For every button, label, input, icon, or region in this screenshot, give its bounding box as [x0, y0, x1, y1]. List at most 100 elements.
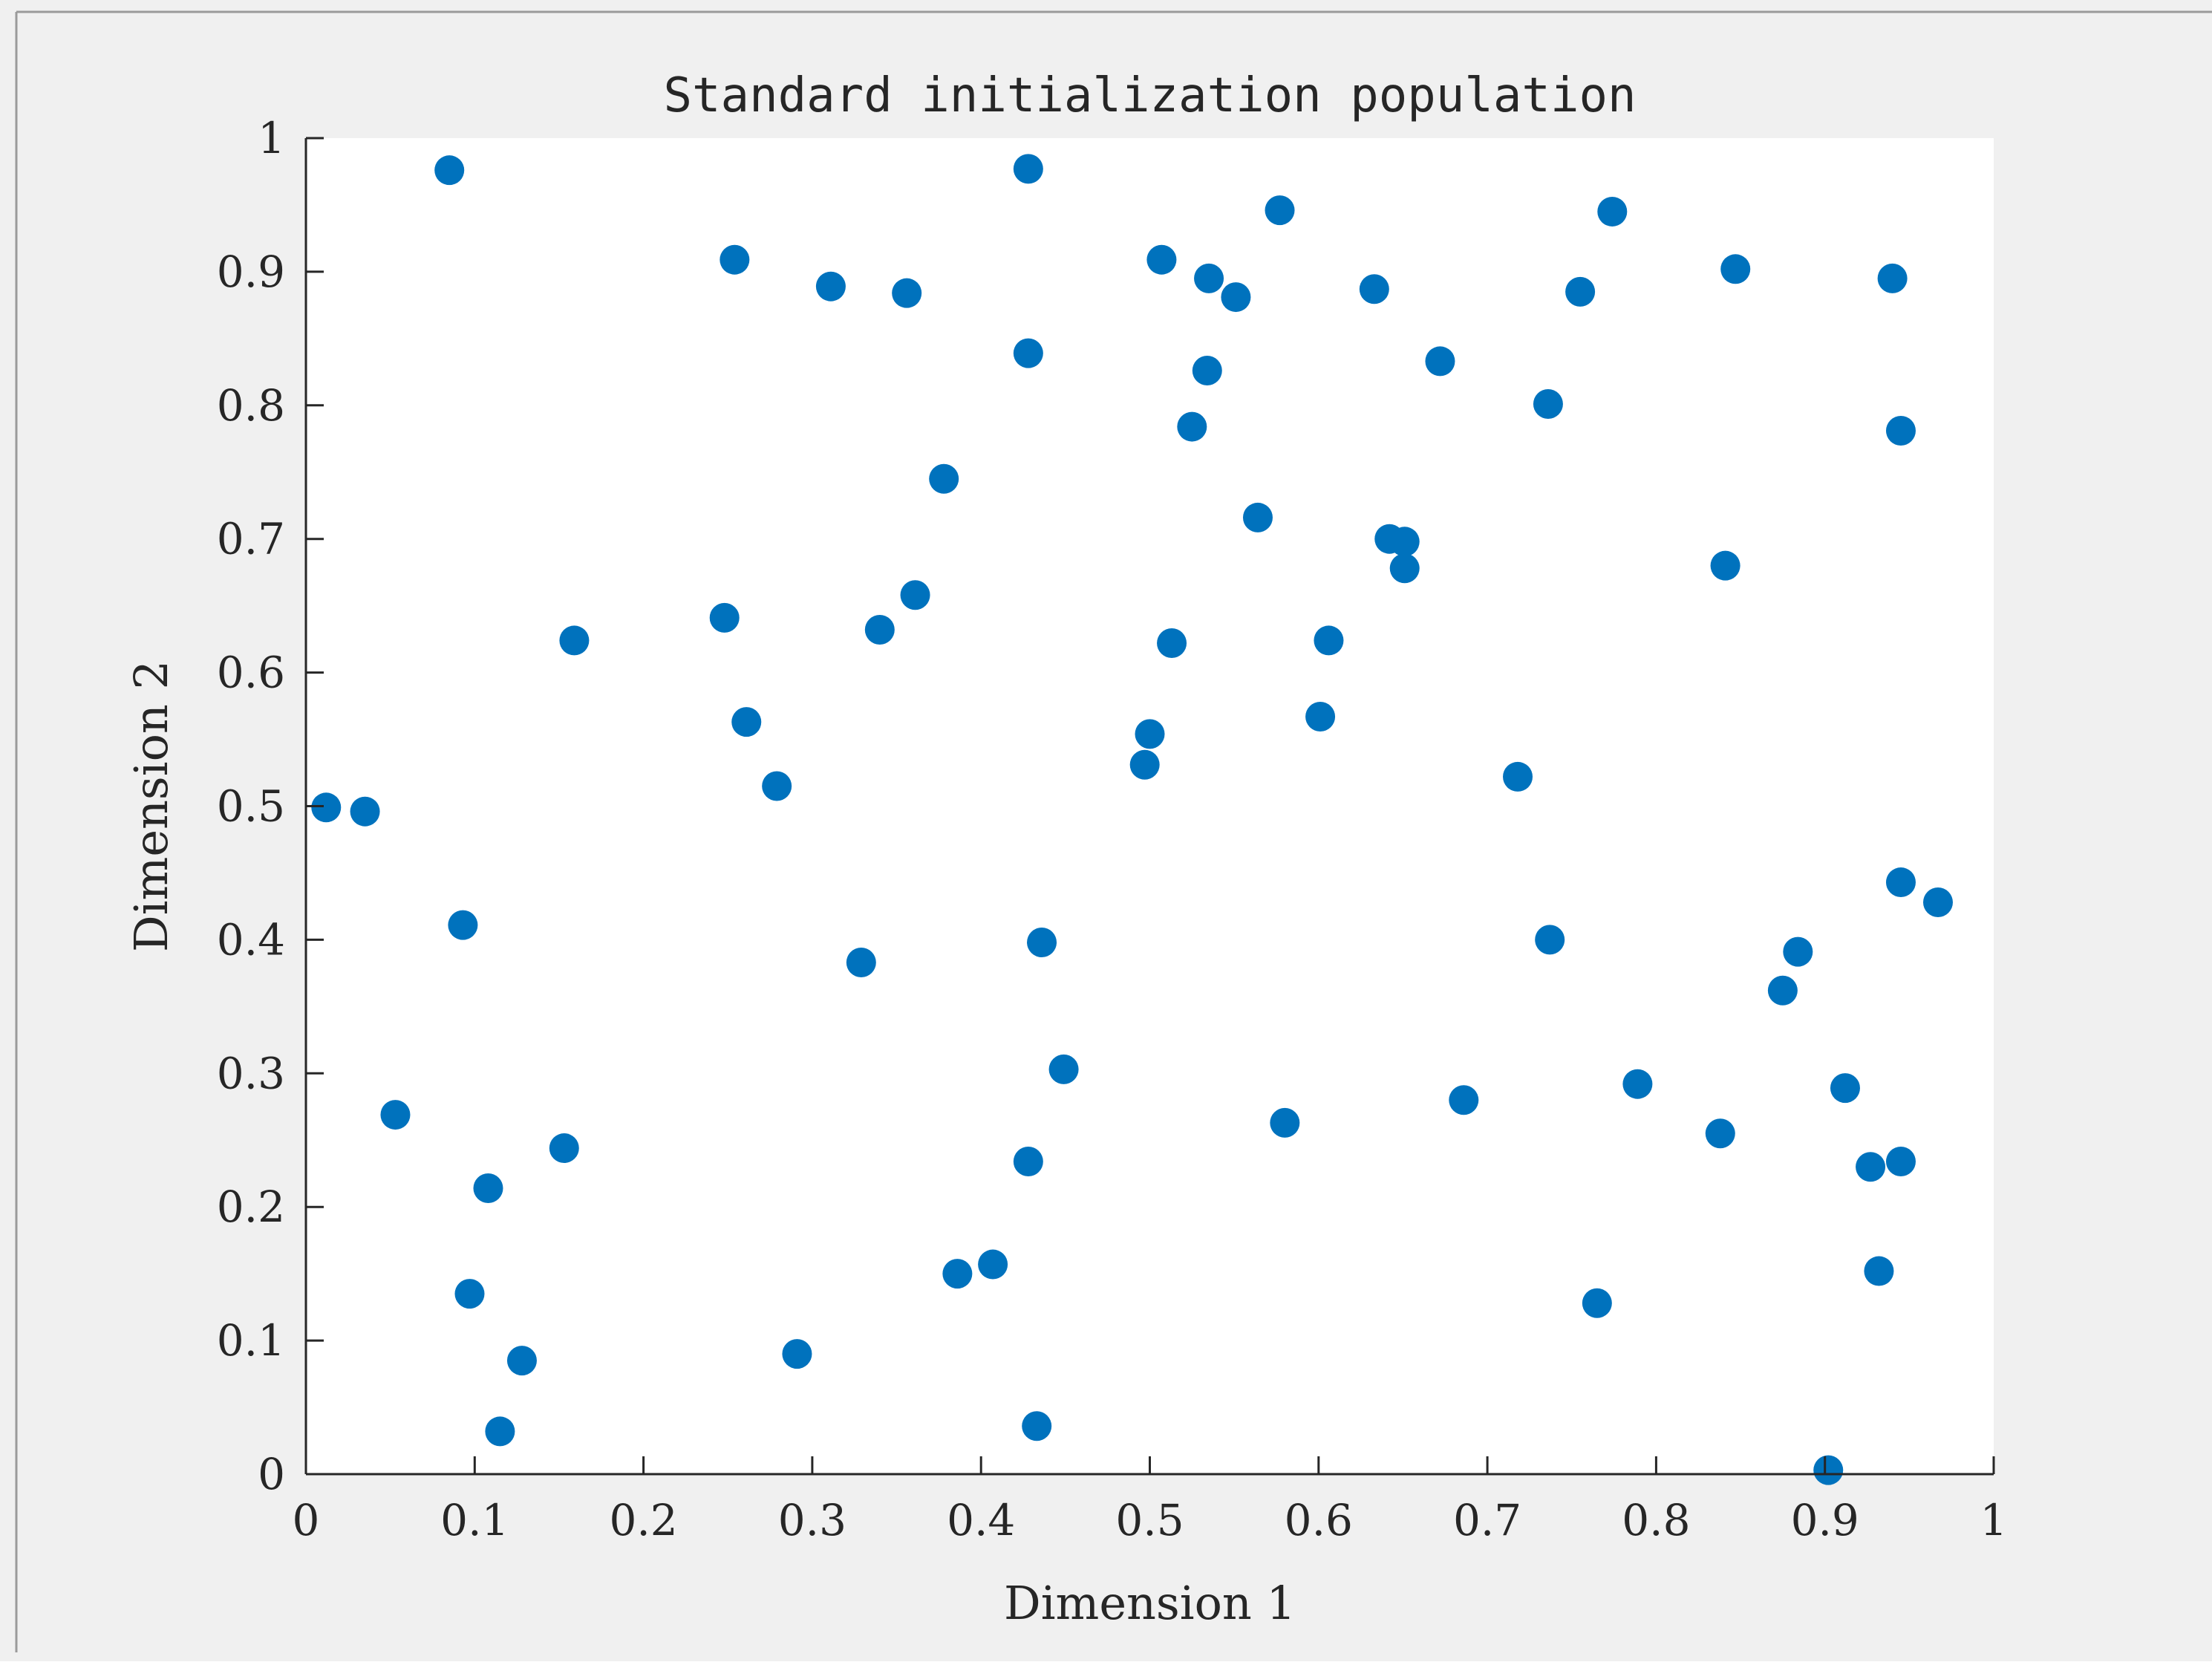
y-tick-label: 0.3	[217, 1048, 285, 1098]
data-point	[1877, 263, 1908, 293]
y-tick-label: 0.9	[217, 247, 285, 297]
data-point	[1813, 1455, 1844, 1485]
y-tick-label: 0.2	[217, 1182, 285, 1232]
x-axis-label: Dimension 1	[1004, 1576, 1296, 1630]
data-point	[1885, 867, 1916, 898]
data-point	[1503, 761, 1533, 792]
data-point	[1885, 415, 1916, 446]
data-point	[448, 910, 478, 940]
plot-area	[306, 138, 1994, 1474]
data-point	[380, 1100, 411, 1130]
data-point	[978, 1249, 1008, 1280]
data-point	[942, 1259, 973, 1289]
data-point	[1885, 1147, 1916, 1177]
x-tick-label: 0.7	[1453, 1495, 1521, 1545]
x-tick-label: 0.6	[1285, 1495, 1353, 1545]
data-point	[762, 771, 792, 801]
data-point	[1533, 389, 1563, 420]
data-point	[864, 615, 895, 645]
y-tick-label: 0.4	[217, 914, 285, 965]
data-point	[1389, 527, 1420, 557]
data-point	[1565, 276, 1596, 307]
data-point	[559, 625, 590, 656]
x-tick-label: 0.3	[778, 1495, 846, 1545]
data-point	[1013, 338, 1043, 368]
data-point	[709, 602, 740, 633]
data-point	[506, 1346, 537, 1376]
data-point	[782, 1339, 812, 1369]
data-point	[900, 580, 930, 610]
data-point	[1622, 1069, 1653, 1099]
y-tick-label: 0.8	[217, 380, 285, 431]
y-axis-label: Dimension 2	[124, 660, 178, 952]
data-point	[846, 947, 876, 977]
data-point	[1013, 154, 1043, 184]
data-point	[1597, 196, 1628, 227]
data-point	[1783, 936, 1813, 967]
data-point	[350, 796, 380, 827]
data-point	[1864, 1256, 1894, 1286]
data-point	[1922, 887, 1953, 918]
data-point	[1242, 502, 1273, 532]
data-point	[1129, 749, 1160, 780]
data-point	[1710, 550, 1740, 581]
x-tick-label: 0	[293, 1495, 320, 1545]
data-point	[1582, 1288, 1612, 1318]
data-point	[929, 463, 959, 494]
data-point	[731, 707, 762, 737]
data-point	[1265, 195, 1295, 226]
y-tick-label: 0.5	[217, 781, 285, 832]
x-tick-label: 0.5	[1115, 1495, 1184, 1545]
data-point	[1359, 274, 1389, 304]
data-point	[1013, 1147, 1043, 1177]
data-point	[1767, 975, 1798, 1006]
x-tick-label: 0.9	[1791, 1495, 1859, 1545]
data-point	[815, 271, 846, 302]
x-tick-label: 0.1	[440, 1495, 509, 1545]
data-point	[1157, 628, 1187, 659]
data-point	[1830, 1073, 1860, 1104]
x-tick-label: 1	[1980, 1495, 2008, 1545]
data-points	[311, 154, 1953, 1485]
data-point	[1177, 411, 1207, 442]
data-point	[1389, 553, 1420, 584]
data-point	[1705, 1118, 1735, 1149]
data-point	[1192, 356, 1222, 386]
data-point	[1194, 263, 1224, 293]
y-tick-label: 1	[258, 113, 285, 163]
data-point	[1135, 719, 1165, 749]
data-point	[1720, 254, 1751, 284]
data-point	[1314, 625, 1344, 656]
data-point	[1221, 282, 1251, 313]
data-point	[311, 792, 342, 823]
data-point	[1146, 244, 1177, 275]
data-point	[473, 1173, 503, 1204]
y-tick-label: 0.6	[217, 648, 285, 698]
y-tick-label: 0.1	[217, 1315, 285, 1366]
data-point	[549, 1133, 579, 1164]
data-point	[1856, 1152, 1886, 1182]
chart-title: Standard initialization population	[663, 68, 1636, 123]
data-point	[1048, 1054, 1079, 1084]
data-point	[1535, 925, 1565, 955]
data-point	[892, 278, 922, 308]
data-point	[1449, 1085, 1479, 1115]
data-point	[434, 155, 465, 186]
data-point	[454, 1279, 485, 1309]
data-point	[1305, 701, 1336, 732]
x-tick-label: 0.2	[609, 1495, 677, 1545]
data-point	[485, 1416, 515, 1447]
x-tick-label: 0.8	[1622, 1495, 1690, 1545]
y-tick-label: 0.7	[217, 514, 285, 564]
data-point	[1425, 346, 1455, 377]
y-axis-ticks: 0 0.1 0.2 0.3 0.4 0.5 0.6 0.7 0.8 0.9 1	[217, 113, 324, 1499]
x-tick-label: 0.4	[947, 1495, 1015, 1545]
data-point	[720, 244, 750, 275]
data-point	[1027, 927, 1057, 957]
y-tick-label: 0	[258, 1449, 285, 1499]
x-axis-ticks: 0 0.1 0.2 0.3 0.4 0.5 0.6 0.7 0.8 0.9 1	[293, 1456, 2008, 1545]
data-point	[1270, 1107, 1300, 1138]
data-point	[1022, 1411, 1052, 1441]
